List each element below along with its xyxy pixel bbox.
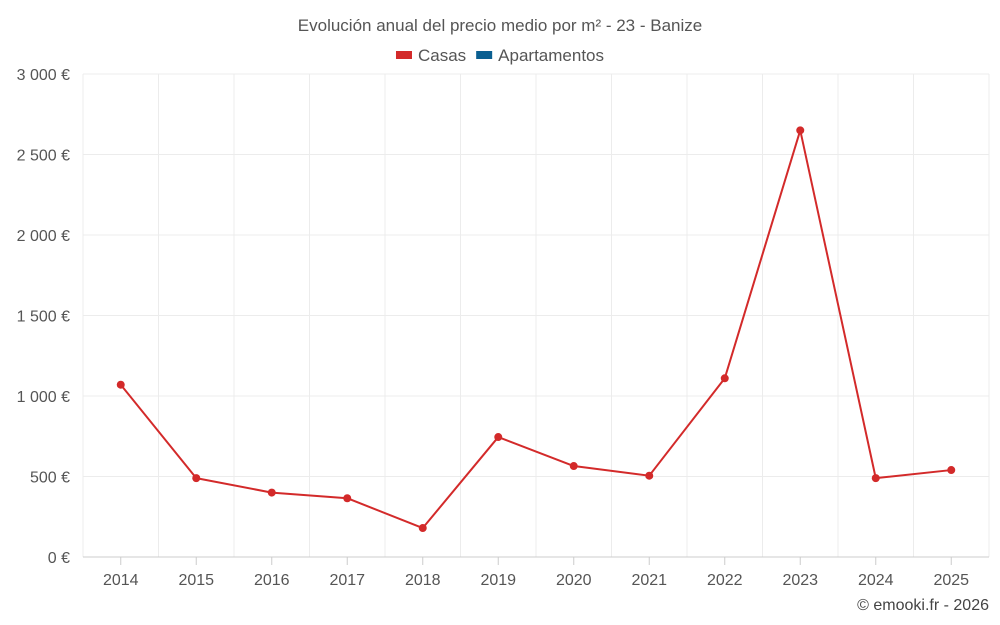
series-line-0 <box>119 129 952 530</box>
x-tick-label: 2018 <box>405 572 441 589</box>
x-tick-label: 2023 <box>782 572 818 589</box>
x-tick-label: 2022 <box>707 572 743 589</box>
data-point[interactable] <box>720 374 729 383</box>
grid <box>82 73 990 557</box>
y-tick-label: 2 500 € <box>17 148 70 165</box>
y-tick-label: 2 000 € <box>17 228 70 245</box>
data-point[interactable] <box>569 462 578 471</box>
data-point[interactable] <box>267 488 276 497</box>
x-tick-label: 2015 <box>178 572 214 589</box>
y-tick-label: 0 € <box>48 550 70 567</box>
legend: Casas Apartamentos <box>395 46 604 65</box>
legend-swatch <box>476 51 493 59</box>
x-axis: 2014 2015 2016 2017 2018 2019 2020 2021 2022 2023… <box>83 556 989 589</box>
x-tick-label: 2016 <box>254 572 290 589</box>
data-point[interactable] <box>418 524 427 533</box>
legend-item-1[interactable]: Apartamentos <box>476 46 604 65</box>
series-layer <box>116 126 956 533</box>
x-tick-label: 2021 <box>631 572 667 589</box>
legend-label: Apartamentos <box>498 46 604 65</box>
chart-title: Evolución anual del precio medio por m² … <box>298 16 702 35</box>
data-point[interactable] <box>343 494 352 503</box>
data-point[interactable] <box>947 466 956 475</box>
credit-text: © emooki.fr - 2026 <box>857 597 989 614</box>
x-tick-label: 2020 <box>556 572 592 589</box>
legend-item-0[interactable]: Casas <box>395 46 466 65</box>
x-tick-label: 2014 <box>103 572 139 589</box>
data-point[interactable] <box>645 471 654 480</box>
data-point[interactable] <box>796 126 805 135</box>
data-point[interactable] <box>116 380 125 389</box>
y-tick-label: 1 500 € <box>17 309 70 326</box>
x-tick-label: 2017 <box>329 572 365 589</box>
x-tick-label: 2025 <box>933 572 969 589</box>
legend-swatch <box>395 51 412 59</box>
data-point[interactable] <box>871 474 880 483</box>
y-tick-label: 500 € <box>30 470 70 487</box>
x-tick-label: 2019 <box>480 572 516 589</box>
data-point[interactable] <box>192 474 201 483</box>
data-point[interactable] <box>494 433 503 442</box>
y-tick-label: 3 000 € <box>17 67 70 84</box>
x-tick-label: 2024 <box>858 572 894 589</box>
legend-label: Casas <box>418 46 466 65</box>
y-tick-label: 1 000 € <box>17 389 70 406</box>
y-axis: 0 € 500 € 1 000 € 1 500 € 2 000 € 2 500 € 3 00… <box>17 67 70 567</box>
